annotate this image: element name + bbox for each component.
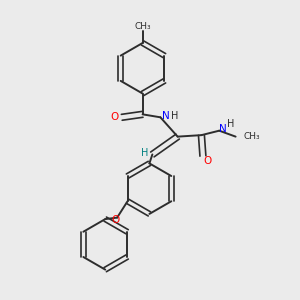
Text: O: O [110, 112, 118, 122]
Text: H: H [171, 110, 178, 121]
Text: H: H [226, 119, 234, 129]
Text: CH₃: CH₃ [134, 22, 151, 31]
Text: N: N [219, 124, 227, 134]
Text: CH₃: CH₃ [243, 132, 260, 141]
Text: N: N [162, 110, 169, 121]
Text: O: O [203, 156, 212, 166]
Text: O: O [112, 215, 120, 225]
Text: H: H [141, 148, 148, 158]
